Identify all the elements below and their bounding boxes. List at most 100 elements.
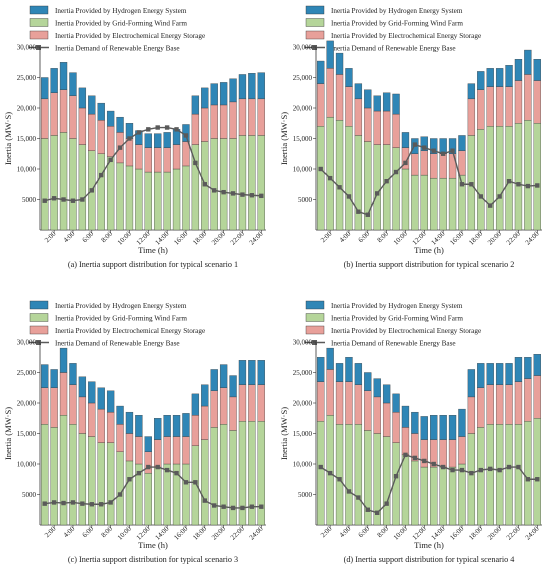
x-tick-label: 22:00 bbox=[229, 229, 246, 246]
bar-segment-hydrogen bbox=[458, 408, 466, 437]
demand-point bbox=[240, 192, 245, 197]
bar-segment-hydrogen bbox=[78, 87, 87, 109]
x-tick-label: 18:00 bbox=[467, 524, 484, 541]
legend: Inertia Provided by Hydrogen Energy Syst… bbox=[29, 300, 205, 348]
bar-segment-storage bbox=[430, 153, 438, 179]
bar-segment-wind bbox=[533, 123, 541, 231]
bar-segment-wind bbox=[172, 168, 181, 231]
bar-segment-hydrogen bbox=[135, 415, 143, 437]
bar-segment-hydrogen bbox=[486, 363, 494, 385]
bar-segment-wind bbox=[505, 424, 513, 526]
demand-point bbox=[356, 209, 361, 214]
bar-segment-wind bbox=[78, 144, 87, 231]
demand-point bbox=[117, 145, 123, 150]
demand-point bbox=[535, 477, 540, 482]
legend-label-demand: Inertia Demand of Renewable Energy Base bbox=[331, 45, 456, 53]
bar-segment-storage bbox=[59, 89, 68, 133]
bar-segment-wind bbox=[524, 421, 532, 526]
demand-point bbox=[375, 510, 380, 515]
x-tick-label: 2:00 bbox=[43, 229, 58, 244]
bar-segment-wind bbox=[50, 135, 58, 231]
bar-segment-storage bbox=[467, 396, 476, 434]
demand-point bbox=[497, 467, 502, 473]
x-tick-label: 16:00 bbox=[172, 524, 189, 541]
bar-segment-storage bbox=[326, 68, 334, 118]
bar-segment-storage bbox=[486, 86, 494, 127]
demand-point bbox=[155, 464, 160, 470]
bar-segment-storage bbox=[69, 95, 77, 139]
bar-segment-wind bbox=[335, 424, 344, 526]
demand-point bbox=[422, 458, 427, 464]
x-tick-label: 24:00 bbox=[524, 524, 541, 541]
bar-segment-wind bbox=[458, 463, 466, 526]
demand-point bbox=[174, 470, 179, 476]
bar-segment-hydrogen bbox=[505, 363, 513, 385]
bar-segment-wind bbox=[106, 442, 115, 526]
bar-segment-wind bbox=[59, 415, 68, 526]
bar-segment-hydrogen bbox=[477, 71, 485, 90]
x-tick-label: 2:00 bbox=[319, 524, 334, 539]
bar-segment-wind bbox=[238, 135, 247, 231]
demand-point bbox=[221, 504, 226, 509]
bar-segment-storage bbox=[458, 436, 466, 465]
chart-panel-d: Inertia Provided by Hydrogen Energy Syst… bbox=[279, 300, 542, 564]
legend-label-demand: Inertia Demand of Renewable Energy Base bbox=[55, 340, 180, 348]
x-axis-title: Time (h) bbox=[138, 245, 168, 255]
demand-point bbox=[70, 198, 76, 203]
legend-label-demand: Inertia Demand of Renewable Energy Base bbox=[331, 340, 456, 348]
bar-segment-wind bbox=[448, 177, 457, 231]
legend-label-wind: Inertia Provided by Grid-Forming Wind Fa… bbox=[331, 315, 463, 323]
x-tick-label: 18:00 bbox=[467, 229, 484, 246]
x-tick-label: 6:00 bbox=[81, 524, 96, 539]
demand-point bbox=[488, 466, 493, 472]
x-tick-label: 10:00 bbox=[116, 229, 133, 246]
bar-segment-hydrogen bbox=[354, 363, 363, 385]
demand-point bbox=[384, 501, 389, 506]
bar-segment-storage bbox=[163, 147, 171, 173]
bar-segment-wind bbox=[116, 162, 124, 231]
legend-label-wind: Inertia Provided by Grid-Forming Wind Fa… bbox=[55, 20, 187, 28]
bar-segment-storage bbox=[477, 387, 485, 428]
x-tick-label: 16:00 bbox=[172, 229, 189, 246]
demand-series bbox=[42, 125, 264, 203]
demand-point bbox=[127, 477, 132, 482]
demand-point bbox=[70, 500, 76, 505]
bar-segment-storage bbox=[97, 408, 105, 443]
y-tick-label: 5000 bbox=[298, 491, 313, 499]
y-tick-label: 15,000 bbox=[293, 430, 313, 438]
bar-segment-storage bbox=[50, 92, 58, 136]
demand-point bbox=[318, 166, 323, 172]
demand-point bbox=[459, 467, 465, 473]
y-tick-label: 20,000 bbox=[293, 399, 313, 407]
bar-segment-hydrogen bbox=[69, 363, 77, 385]
demand-point bbox=[318, 464, 323, 470]
demand-point bbox=[440, 464, 446, 470]
y-tick-label: 5000 bbox=[298, 196, 313, 204]
demand-series bbox=[318, 452, 540, 515]
bar-segment-storage bbox=[210, 104, 218, 139]
bar-segment-hydrogen bbox=[88, 95, 96, 115]
demand-point bbox=[478, 467, 483, 473]
demand-point bbox=[249, 504, 255, 509]
x-tick-label: 8:00 bbox=[100, 524, 115, 539]
y-tick-label: 25,000 bbox=[293, 74, 313, 82]
bar-segment-wind bbox=[191, 445, 200, 526]
bar-segment-storage bbox=[317, 381, 325, 422]
bar-segment-storage bbox=[335, 381, 344, 425]
demand-point bbox=[422, 145, 427, 150]
legend-swatch-storage bbox=[29, 325, 49, 335]
bar-segment-storage bbox=[345, 86, 353, 127]
demand-point bbox=[346, 194, 352, 199]
bar-segment-wind bbox=[420, 174, 428, 231]
bar-segment-hydrogen bbox=[182, 124, 190, 142]
legend-label-wind: Inertia Provided by Grid-Forming Wind Fa… bbox=[331, 20, 463, 28]
bar-segment-wind bbox=[219, 424, 228, 526]
bar-segment-hydrogen bbox=[392, 93, 400, 115]
demand-point bbox=[136, 470, 142, 476]
legend-swatch-hydrogen bbox=[29, 300, 49, 310]
demand-point bbox=[164, 125, 170, 130]
bar-segment-wind bbox=[125, 165, 134, 231]
demand-point bbox=[174, 127, 179, 132]
bar-segment-hydrogen bbox=[524, 49, 532, 75]
bar-segment-storage bbox=[78, 396, 87, 434]
